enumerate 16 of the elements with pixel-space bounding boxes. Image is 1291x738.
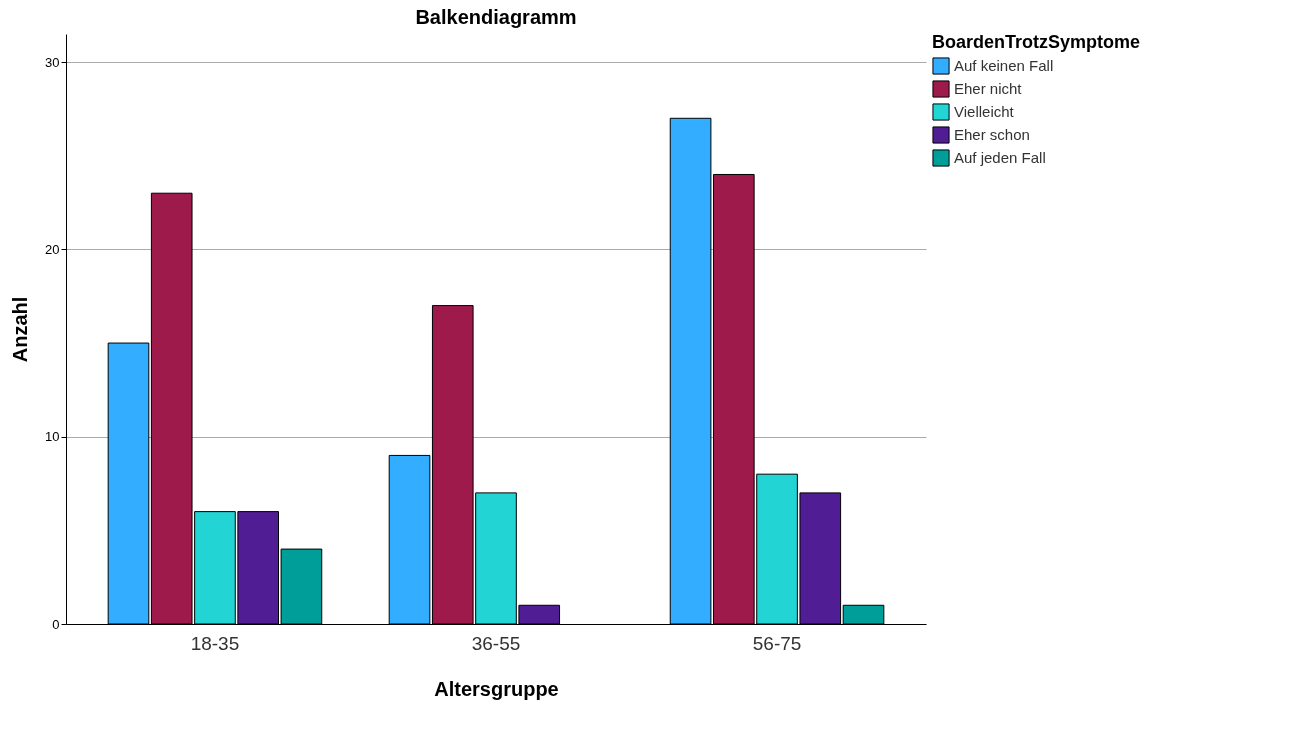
legend-label: Auf keinen Fall [954, 57, 1054, 74]
y-tick-label: 10 [45, 429, 60, 445]
chart-title: Balkendiagramm [415, 6, 577, 28]
y-axis-title: Anzahl [9, 296, 32, 363]
y-tick-label: 0 [52, 616, 60, 632]
x-tick-label: 56-75 [752, 632, 802, 654]
legend-label: Eher nicht [954, 80, 1023, 97]
x-tick-label: 18-35 [190, 632, 240, 654]
x-tick-label: 36-55 [471, 632, 521, 654]
x-axis-title: Altersgruppe [434, 677, 559, 700]
y-tick-label: 20 [45, 241, 60, 257]
legend-title: BoardenTrotzSymptome [932, 32, 1141, 52]
legend-label: Vielleicht [954, 103, 1015, 120]
legend-label: Auf jeden Fall [954, 149, 1046, 166]
y-tick-label: 30 [45, 54, 60, 70]
legend-label: Eher schon [954, 126, 1030, 143]
